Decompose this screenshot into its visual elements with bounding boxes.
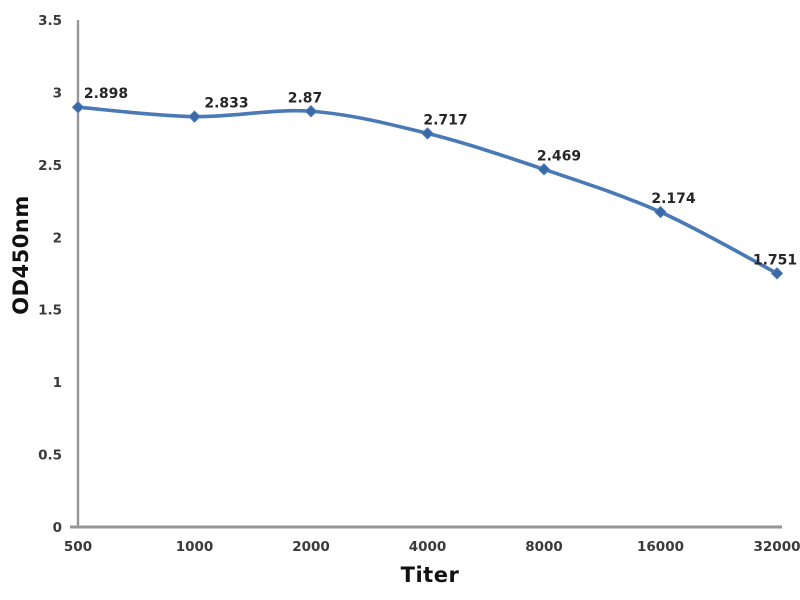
x-tick-label: 32000 [754,539,800,555]
x-tick-label: 16000 [637,539,684,555]
data-point-marker [71,100,85,114]
data-point-label: 2.898 [84,86,128,102]
y-tick-label: 3 [53,85,62,101]
data-point-marker [188,110,201,123]
data-point-label: 1.751 [753,252,797,268]
data-point-marker [304,105,318,118]
data-point-label: 2.469 [537,148,581,164]
y-tick-label: 1 [53,375,62,391]
y-tick-label: 0 [53,520,62,536]
data-point-label: 2.717 [423,112,467,128]
data-point-label: 2.833 [204,96,248,112]
x-tick-label: 2000 [292,539,330,555]
data-point-marker [537,163,551,176]
y-tick-label: 2.5 [38,158,62,174]
y-axis-title: OD450nm [9,195,33,315]
y-tick-label: 0.5 [38,448,62,464]
data-point-label: 2.174 [651,191,696,207]
x-tick-label: 500 [64,539,92,555]
y-tick-label: 3.5 [38,13,62,29]
x-tick-label: 4000 [409,539,447,555]
data-point-marker [770,267,784,280]
x-tick-label: 8000 [525,539,563,555]
y-tick-label: 2 [53,230,62,246]
x-tick-label: 1000 [176,539,214,555]
data-point-marker [654,205,667,219]
data-point-label: 2.87 [288,90,323,106]
x-axis-title: Titer [400,563,460,587]
y-tick-label: 1.5 [38,303,62,319]
data-point-marker [421,127,434,140]
